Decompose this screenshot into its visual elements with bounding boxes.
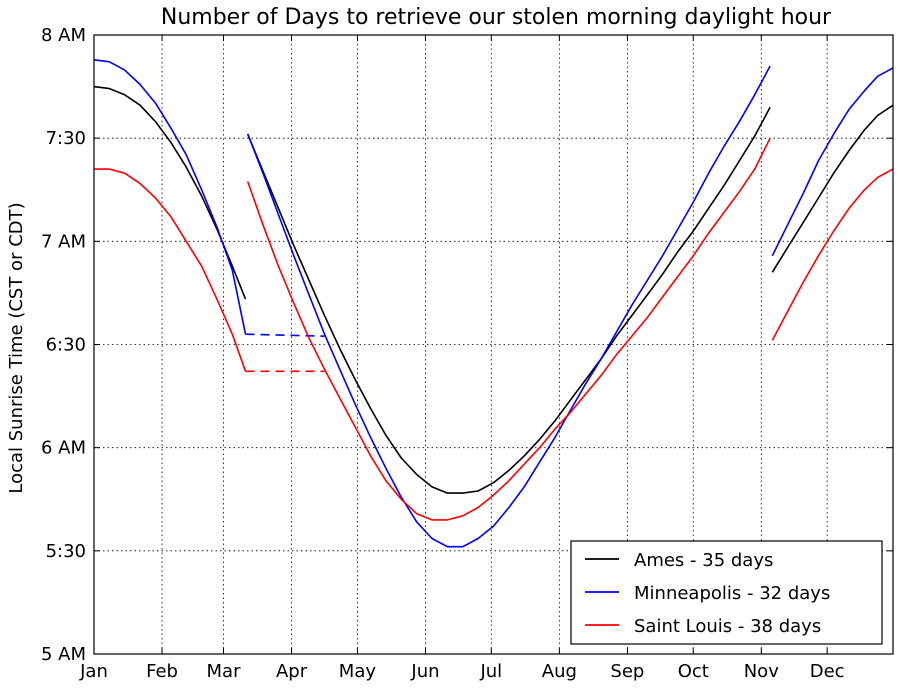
legend-label: Minneapolis - 32 days [634, 583, 830, 604]
y-tick-label: 6 AM [41, 438, 86, 459]
x-tick-label: Mar [207, 661, 242, 682]
series-line-segment [771, 67, 894, 257]
series-line-segment [246, 106, 771, 494]
y-axis-title: Local Sunrise Time (CST or CDT) [6, 202, 27, 493]
legend-box [570, 540, 883, 645]
series-minneapolis [93, 59, 894, 548]
y-tick-label: 7 AM [41, 231, 86, 252]
series-line-segment [246, 65, 771, 548]
x-tick-label: Jul [479, 661, 502, 682]
series-line-segment [94, 168, 247, 372]
legend-label: Saint Louis - 38 days [634, 616, 821, 637]
series-line-segment [771, 168, 894, 341]
x-tick-label: Apr [276, 661, 308, 682]
y-tick-label: 6:30 [46, 335, 86, 356]
series-line-segment [93, 85, 247, 300]
x-tick-label: Nov [744, 661, 779, 682]
series-lines [93, 59, 894, 548]
y-tick-label: 7:30 [46, 128, 86, 149]
y-tick-label: 5:30 [46, 541, 86, 562]
axis-ticks: Jan Feb Mar Apr May Jun Jul Aug Sep Oct Nov Dec 5 AM… [41, 25, 893, 682]
y-tick-label: 5 AM [41, 644, 86, 665]
x-tick-label: Jan [79, 661, 108, 682]
x-tick-label: Aug [542, 661, 577, 682]
x-tick-label: Jun [410, 661, 439, 682]
legend: Ames - 35 days Minneapolis - 32 days Saint… [570, 540, 883, 645]
legend-label: Ames - 35 days [634, 550, 773, 571]
x-tick-label: Sep [610, 661, 644, 682]
series-line-segment [93, 59, 247, 335]
series-line-segment [246, 137, 771, 521]
x-tick-label: May [339, 661, 377, 682]
x-tick-label: Dec [810, 661, 845, 682]
series-line-segment [771, 104, 894, 273]
x-tick-label: Feb [146, 661, 178, 682]
y-tick-label: 8 AM [41, 25, 86, 46]
series-dashed-segment [245, 333, 325, 337]
x-tick-label: Oct [678, 661, 709, 682]
series-ames [93, 85, 894, 494]
chart-title: Number of Days to retrieve our stolen mo… [161, 5, 832, 30]
series-saint-louis [94, 137, 894, 521]
